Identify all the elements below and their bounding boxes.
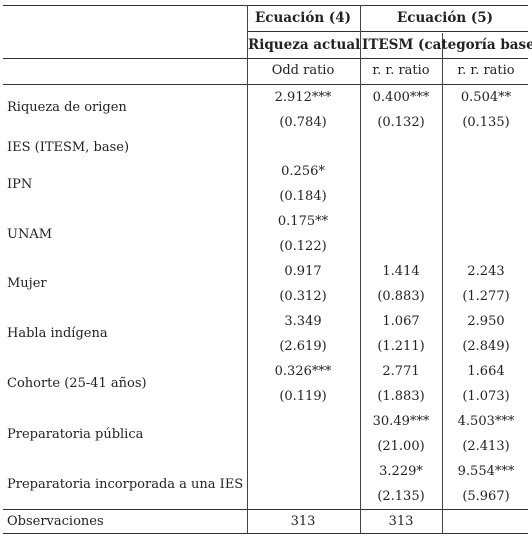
rule-sub-underline: [3, 58, 528, 59]
std-error: (2.413): [462, 439, 510, 454]
std-error: (1.211): [377, 339, 425, 354]
std-error: (1.277): [462, 289, 510, 304]
col-divider-1: [247, 5, 248, 533]
row-label: IES (ITESM, base): [7, 140, 130, 155]
col-divider-3: [442, 33, 443, 533]
rule-eq-underline: [248, 31, 528, 32]
coef: 0.504**: [460, 90, 512, 105]
std-error: (2.135): [377, 489, 425, 504]
coef: 2.950: [467, 314, 505, 329]
header-itesm-base: ITESM (categoría base): [362, 37, 532, 53]
row-label: IPN: [7, 177, 33, 192]
std-error: (0.184): [279, 189, 327, 204]
coef: 30.49***: [372, 414, 430, 429]
obs-count: 313: [388, 514, 414, 529]
row-label: Observaciones: [7, 514, 104, 529]
std-error: (0.119): [279, 389, 327, 404]
coef: 9.554***: [457, 464, 515, 479]
header-eq4: Ecuación (4): [254, 10, 352, 26]
header-eq5: Ecuación (5): [396, 10, 494, 26]
rule-bottom: [3, 533, 528, 534]
row-label: Cohorte (25-41 años): [7, 376, 147, 391]
row-label: Mujer: [7, 276, 47, 291]
header-odd-ratio: Odd ratio: [271, 63, 335, 78]
coef: 1.414: [382, 264, 420, 279]
coef: 2.243: [467, 264, 505, 279]
std-error: (0.883): [377, 289, 425, 304]
header-rr-ratio-2: r. r. ratio: [457, 63, 515, 78]
header-riqueza-actual: Riqueza actual: [248, 37, 361, 53]
col-divider-2: [360, 5, 361, 533]
std-error: (21.00): [377, 439, 425, 454]
rule-top: [3, 5, 528, 6]
coef: 2.912***: [274, 90, 332, 105]
obs-count: 313: [290, 514, 316, 529]
std-error: (0.135): [462, 115, 510, 130]
row-label: Preparatoria incorporada a una IES: [7, 477, 244, 492]
std-error: (0.784): [279, 115, 327, 130]
coef: 0.256*: [281, 164, 325, 179]
coef: 0.400***: [372, 90, 430, 105]
coef: 0.917: [284, 264, 322, 279]
row-label: UNAM: [7, 227, 53, 242]
coef: 0.326***: [274, 364, 332, 379]
rule-stat-underline: [3, 84, 528, 85]
std-error: (0.132): [377, 115, 425, 130]
coef: 4.503***: [457, 414, 515, 429]
std-error: (5.967): [462, 489, 510, 504]
coef: 1.067: [382, 314, 420, 329]
row-label: Preparatoria pública: [7, 427, 144, 442]
header-rr-ratio-1: r. r. ratio: [372, 63, 430, 78]
std-error: (1.073): [462, 389, 510, 404]
std-error: (2.619): [279, 339, 327, 354]
row-label: Riqueza de origen: [7, 100, 127, 115]
std-error: (1.883): [377, 389, 425, 404]
coef: 1.664: [467, 364, 505, 379]
std-error: (0.312): [279, 289, 327, 304]
coef: 2.771: [382, 364, 420, 379]
rule-obs-top: [3, 509, 528, 510]
coef: 0.175**: [277, 214, 329, 229]
coef: 3.349: [284, 314, 322, 329]
coef: 3.229*: [379, 464, 423, 479]
row-label: Habla indígena: [7, 326, 108, 341]
std-error: (0.122): [279, 239, 327, 254]
std-error: (2.849): [462, 339, 510, 354]
